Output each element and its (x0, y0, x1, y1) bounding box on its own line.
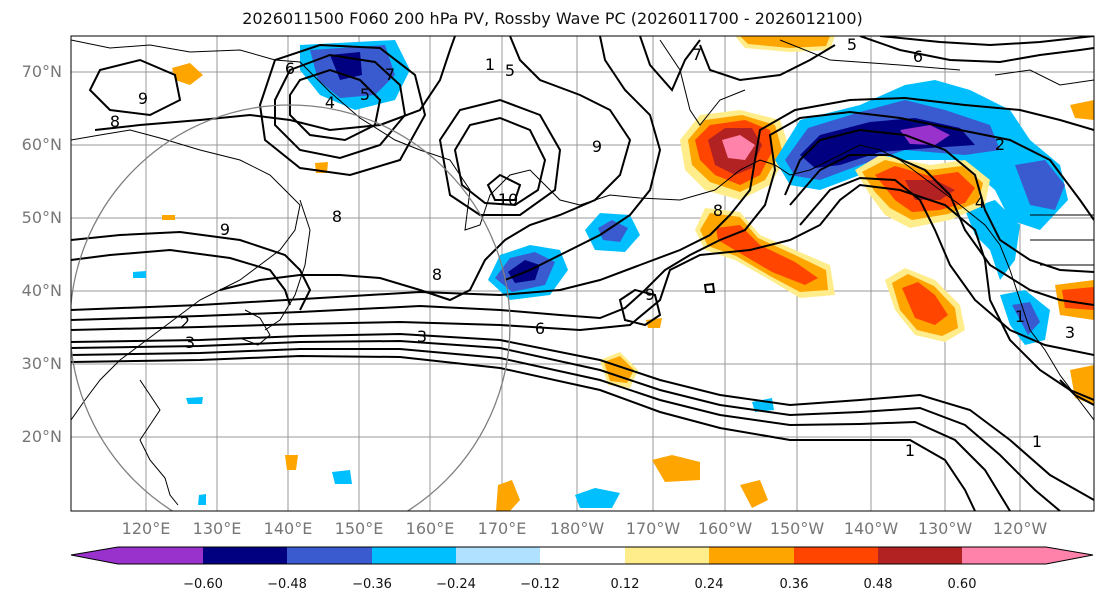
lon-label-130w: 130°W (917, 519, 973, 538)
positive-anomaly-subtropical (885, 268, 965, 342)
contour-label: 5 (505, 61, 515, 80)
contour-label: 4 (975, 193, 985, 212)
contour-label: 7 (385, 65, 395, 84)
small-anomalies (133, 63, 1094, 511)
lat-label-50n: 50°N (21, 208, 62, 227)
lon-label-120w: 120°W (992, 519, 1048, 538)
contour-label: 1 (905, 441, 915, 460)
lon-label-150w: 150°W (769, 519, 825, 538)
lon-label-170e: 170°E (477, 519, 527, 538)
negative-anomaly-alaska (775, 80, 1068, 230)
cbar-tick-5: 0.12 (610, 577, 640, 592)
lon-label-180w: 180°W (549, 519, 605, 538)
contour-label: 9 (138, 89, 148, 108)
lat-label-40n: 40°N (21, 281, 62, 300)
contour-label: 1 (485, 55, 495, 74)
contour-label: 6 (535, 319, 545, 338)
contour-label: 6 (913, 47, 923, 66)
cbar-tick-9: 0.60 (947, 577, 977, 592)
lon-label-160w: 160°W (697, 519, 753, 538)
lat-label-60n: 60°N (21, 135, 62, 154)
cbar-tick-1: −0.48 (267, 577, 307, 592)
contour-label: 8 (332, 207, 342, 226)
lon-label-160e: 160°E (405, 519, 455, 538)
contour-label: 2 (995, 135, 1005, 154)
cbar-tick-6: 0.24 (694, 577, 724, 592)
positive-anomaly-gulf (695, 208, 835, 298)
contour-label: 4 (325, 93, 335, 112)
lat-label-70n: 70°N (21, 62, 62, 81)
colorbar-cells (71, 547, 1093, 564)
contour-label: 1 (1032, 432, 1042, 451)
contour-label: 3 (185, 333, 195, 352)
lon-label-120e: 120°E (121, 519, 171, 538)
cbar-tick-8: 0.48 (863, 577, 893, 592)
pv-contours (71, 36, 1094, 511)
lon-label-150e: 150°E (334, 519, 384, 538)
lon-label-140e: 140°E (263, 519, 313, 538)
contour-label: 8 (713, 201, 723, 220)
contour-label: 3 (1065, 323, 1075, 342)
negative-anomaly-northwest (300, 40, 410, 110)
contour-label: 3 (417, 327, 427, 346)
contour-label: 6 (285, 59, 295, 78)
pv-shading (133, 36, 1094, 511)
cbar-tick-7: 0.36 (779, 577, 809, 592)
contour-label: 10 (498, 190, 518, 209)
colorbar-cell-1 (203, 547, 287, 564)
cbar-tick-4: −0.12 (520, 577, 560, 592)
map-frame (70, 35, 1095, 512)
negative-anomaly-small (585, 213, 640, 252)
contour-label: 5 (360, 85, 370, 104)
contour-label: 7 (692, 45, 702, 64)
colorbar-cell-6 (625, 547, 709, 564)
lon-label-130e: 130°E (192, 519, 242, 538)
colorbar-extend-low (71, 547, 118, 564)
colorbar-cell-9 (878, 547, 962, 564)
colorbar-cell-7 (709, 547, 794, 564)
colorbar-cell-0 (118, 547, 203, 564)
contour-label: 8 (110, 112, 120, 131)
lat-label-30n: 30°N (21, 354, 62, 373)
colorbar-cell-4 (456, 547, 540, 564)
contour-label: 9 (220, 220, 230, 239)
colorbar-cell-5 (540, 547, 625, 564)
map-title: 2026011500 F060 200 hPa PV, Rossby Wave … (242, 9, 863, 28)
contour-label: 1 (1015, 307, 1025, 326)
colorbar-extend-high (1046, 547, 1093, 564)
cbar-tick-0: −0.60 (183, 577, 223, 592)
colorbar-cell-3 (372, 547, 456, 564)
contour-label: 2 (180, 313, 190, 332)
range-circle (71, 104, 511, 511)
colorbar-outline (70, 546, 1094, 565)
colorbar-cell-10 (962, 547, 1046, 564)
lat-label-20n: 20°N (21, 427, 62, 446)
cbar-tick-2: −0.36 (352, 577, 392, 592)
lon-label-140w: 140°W (843, 519, 899, 538)
contour-label: 5 (847, 35, 857, 54)
colorbar-cell-2 (287, 547, 372, 564)
positive-anomaly-arctic (735, 36, 835, 52)
contour-label: 8 (432, 265, 442, 284)
contour-label: 9 (645, 285, 655, 304)
lon-label-170w: 170°W (625, 519, 681, 538)
coastlines (71, 39, 1094, 506)
cbar-tick-3: −0.24 (436, 577, 476, 592)
colorbar-cell-8 (794, 547, 878, 564)
contour-label: 9 (592, 137, 602, 156)
